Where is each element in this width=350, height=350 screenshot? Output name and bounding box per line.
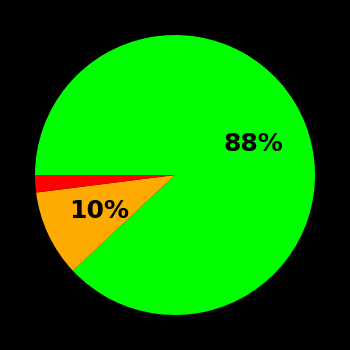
Wedge shape: [35, 175, 175, 192]
Wedge shape: [36, 175, 175, 271]
Text: 10%: 10%: [69, 199, 129, 223]
Wedge shape: [35, 35, 315, 315]
Text: 88%: 88%: [223, 132, 283, 156]
